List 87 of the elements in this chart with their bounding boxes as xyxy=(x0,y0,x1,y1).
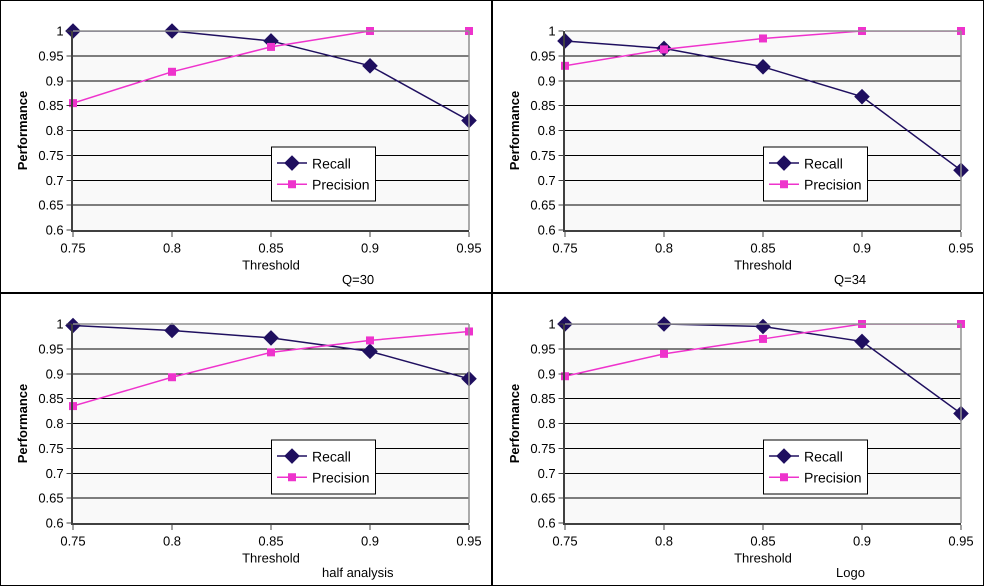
legend-label: Recall xyxy=(804,448,843,464)
y-tick-label: 0.6 xyxy=(46,516,64,531)
y-tick-label: 0.65 xyxy=(38,198,64,213)
point xyxy=(362,58,378,74)
text: Logo xyxy=(836,565,865,580)
legend-label: Precision xyxy=(804,470,862,486)
y-tick-label: 0.7 xyxy=(46,466,64,481)
point xyxy=(755,59,771,75)
x-tick-label: 0.8 xyxy=(654,240,674,256)
legend-label: Recall xyxy=(312,448,351,464)
x-tick-label: 0.9 xyxy=(852,240,872,256)
y-tick-label: 0.95 xyxy=(530,48,556,64)
point xyxy=(267,348,275,356)
text: Q=30 xyxy=(342,272,374,287)
y-tick-label: 0.95 xyxy=(38,48,64,64)
y-axis-title: Performance xyxy=(14,384,30,464)
point xyxy=(263,330,279,346)
y-axis-title: Performance xyxy=(506,90,522,170)
legend-label: Recall xyxy=(804,155,843,172)
x-tick-label: 0.8 xyxy=(162,240,182,256)
point xyxy=(168,68,176,76)
y-tick-label: 1 xyxy=(56,316,64,332)
y-tick-label: 0.75 xyxy=(530,440,556,456)
legend-label: Precision xyxy=(312,470,370,486)
y-axis-title: Performance xyxy=(14,90,30,170)
x-tick-label: 0.85 xyxy=(258,533,284,548)
y-tick-label: 0.85 xyxy=(38,98,64,114)
y-tick-label: 1 xyxy=(548,316,556,332)
y-tick-label: 0.8 xyxy=(46,416,64,432)
point xyxy=(168,373,176,382)
y-tick-label: 0.7 xyxy=(46,172,64,188)
legend-label: Precision xyxy=(804,176,862,193)
y-tick-label: 0.85 xyxy=(530,98,556,114)
y-tick-label: 0.9 xyxy=(46,73,64,88)
point xyxy=(759,334,767,343)
point xyxy=(854,88,870,104)
x-tick-label: 0.9 xyxy=(360,533,380,548)
y-tick-label: 0.65 xyxy=(38,490,64,506)
y-tick-label: 0.75 xyxy=(530,148,556,163)
y-tick-label: 0.7 xyxy=(538,466,556,481)
x-axis-title: Threshold xyxy=(242,550,300,566)
x-tick-label: 0.9 xyxy=(360,240,380,256)
x-tick-label: 0.85 xyxy=(258,240,284,256)
y-tick-label: 0.8 xyxy=(538,416,556,432)
legend-label: Recall xyxy=(312,155,351,172)
y-tick-label: 0.6 xyxy=(538,516,556,531)
point xyxy=(267,42,275,51)
point xyxy=(366,336,374,344)
y-tick-label: 0.8 xyxy=(46,123,64,138)
y-tick-label: 0.8 xyxy=(538,123,556,138)
x-tick-label: 0.95 xyxy=(456,240,482,256)
point xyxy=(660,350,668,358)
point xyxy=(362,344,378,360)
x-tick-label: 0.8 xyxy=(162,533,182,548)
y-tick-label: 0.6 xyxy=(538,222,556,238)
y-tick-label: 0.9 xyxy=(46,366,64,382)
y-tick-label: 1 xyxy=(56,24,64,39)
x-tick-label: 0.85 xyxy=(750,533,776,548)
y-tick-label: 0.65 xyxy=(530,198,556,213)
y-tick-label: 0.9 xyxy=(538,366,556,382)
point xyxy=(854,334,870,350)
y-tick-label: 0.75 xyxy=(38,440,64,456)
x-tick-label: 0.95 xyxy=(948,240,974,256)
x-axis-title: Threshold xyxy=(734,550,792,566)
y-tick-label: 0.95 xyxy=(38,341,64,356)
text: Q=34 xyxy=(834,272,866,287)
y-tick-label: 0.75 xyxy=(38,148,64,163)
x-tick-label: 0.85 xyxy=(750,240,776,256)
point xyxy=(759,34,767,42)
y-tick-label: 0.9 xyxy=(538,73,556,88)
x-tick-label: 0.9 xyxy=(852,533,872,548)
y-axis-title: Performance xyxy=(506,384,522,464)
y-tick-label: 0.7 xyxy=(538,172,556,188)
x-axis-title: Threshold xyxy=(242,257,300,272)
x-axis-title: Threshold xyxy=(734,257,792,272)
y-tick-label: 0.85 xyxy=(530,391,556,406)
x-tick-label: 0.95 xyxy=(456,533,482,548)
x-tick-label: 0.95 xyxy=(948,533,974,548)
y-tick-label: 0.85 xyxy=(38,391,64,406)
text: half analysis xyxy=(322,565,394,580)
y-tick-label: 0.65 xyxy=(530,490,556,506)
y-tick-label: 1 xyxy=(548,24,556,39)
x-tick-label: 0.8 xyxy=(654,533,674,548)
y-tick-label: 0.95 xyxy=(530,341,556,356)
y-tick-label: 0.6 xyxy=(46,222,64,238)
legend-label: Precision xyxy=(312,176,370,193)
point xyxy=(164,322,180,338)
